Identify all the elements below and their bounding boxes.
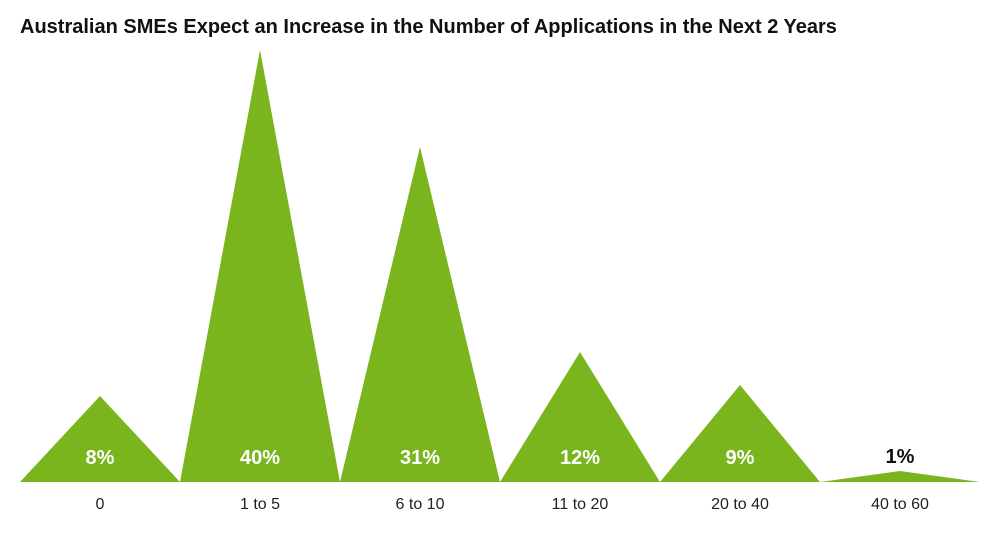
triangle-wrapper: 12%	[500, 352, 660, 482]
category-label: 0	[96, 496, 105, 514]
chart-plot-area: 8% 0 40% 1 to 5 31% 6 to 10 12% 11 to 20 9% 20 to…	[20, 47, 980, 514]
chart-column: 31% 6 to 10	[340, 147, 500, 514]
chart-columns: 8% 0 40% 1 to 5 31% 6 to 10 12% 11 to 20 9% 20 to…	[20, 50, 980, 514]
value-label: 31%	[400, 447, 440, 470]
value-label: 12%	[560, 447, 600, 470]
value-label: 9%	[726, 447, 755, 470]
value-label: 1%	[886, 446, 915, 469]
triangle-wrapper: 40%	[180, 50, 340, 482]
triangle-bar	[340, 147, 500, 482]
triangle-bar	[180, 50, 340, 482]
category-label: 11 to 20	[552, 496, 609, 514]
triangle-wrapper: 9%	[660, 385, 820, 482]
value-label: 8%	[86, 447, 115, 470]
triangle-wrapper: 8%	[20, 396, 180, 482]
category-label: 40 to 60	[871, 496, 929, 514]
value-label: 40%	[240, 447, 280, 470]
chart-column: 9% 20 to 40	[660, 385, 820, 514]
triangle-wrapper: 1%	[820, 471, 980, 482]
chart-title: Australian SMEs Expect an Increase in th…	[20, 16, 980, 39]
triangle-wrapper: 31%	[340, 147, 500, 482]
chart-column: 8% 0	[20, 396, 180, 514]
category-label: 20 to 40	[711, 496, 769, 514]
category-label: 6 to 10	[396, 496, 445, 514]
chart-column: 1% 40 to 60	[820, 471, 980, 514]
chart-column: 40% 1 to 5	[180, 50, 340, 514]
chart-column: 12% 11 to 20	[500, 352, 660, 514]
category-label: 1 to 5	[240, 496, 280, 514]
chart-container: Australian SMEs Expect an Increase in th…	[0, 0, 1000, 534]
triangle-bar	[820, 471, 980, 482]
